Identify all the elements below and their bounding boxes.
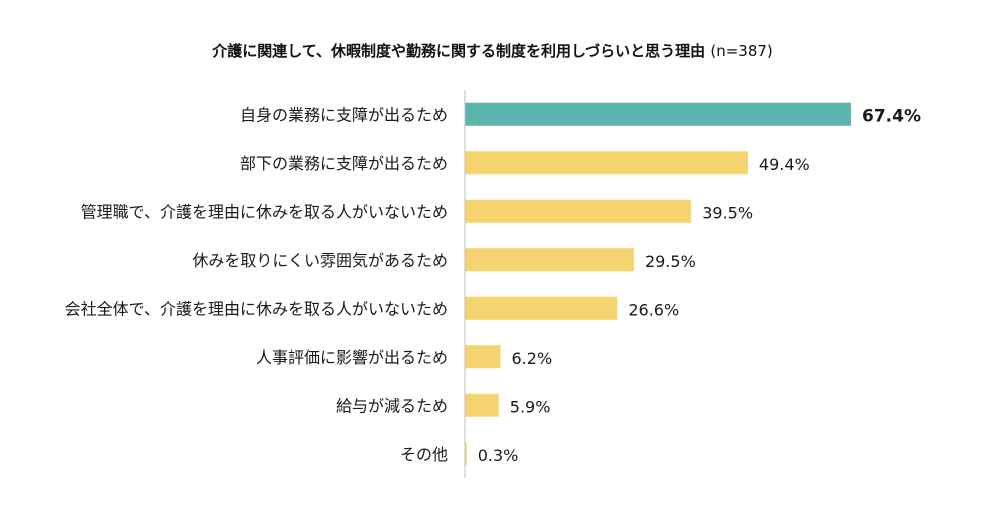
bar-1 xyxy=(465,102,851,126)
chart-subtitle: (n=387) xyxy=(710,42,773,60)
value-label-3: 39.5% xyxy=(702,203,753,222)
bar-3 xyxy=(465,199,692,223)
value-label-7: 5.9% xyxy=(510,397,551,416)
category-label-4: 休みを取りにくい雰囲気があるため xyxy=(192,251,448,270)
bar-2 xyxy=(465,151,748,175)
bar-7 xyxy=(465,393,499,417)
category-label-2: 部下の業務に支障が出るため xyxy=(240,154,448,173)
chart-title: 介護に関連して、休暇制度や勤務に関する制度を利用しづらいと思う理由 xyxy=(212,42,706,60)
value-label-6: 6.2% xyxy=(512,349,553,368)
value-label-8: 0.3% xyxy=(478,446,519,465)
value-label-5: 26.6% xyxy=(628,300,679,319)
bar-8 xyxy=(465,442,467,466)
bar-5 xyxy=(465,296,618,320)
category-label-5: 会社全体で、介護を理由に休みを取る人がいないため xyxy=(65,299,448,318)
category-label-6: 人事評価に影響が出るため xyxy=(256,348,448,367)
bar-4 xyxy=(465,248,634,272)
bar-6 xyxy=(465,345,501,369)
category-label-7: 給与が減るため xyxy=(336,396,448,415)
value-label-2: 49.4% xyxy=(759,155,810,174)
category-label-8: その他 xyxy=(400,445,448,464)
chart-title-line: 介護に関連して、休暇制度や勤務に関する制度を利用しづらいと思う理由 (n=387… xyxy=(0,40,985,61)
value-label-1: 67.4% xyxy=(862,106,921,126)
category-label-1: 自身の業務に支障が出るため xyxy=(240,105,448,124)
value-label-4: 29.5% xyxy=(645,252,696,271)
category-label-3: 管理職で、介護を理由に休みを取る人がいないため xyxy=(81,202,448,221)
